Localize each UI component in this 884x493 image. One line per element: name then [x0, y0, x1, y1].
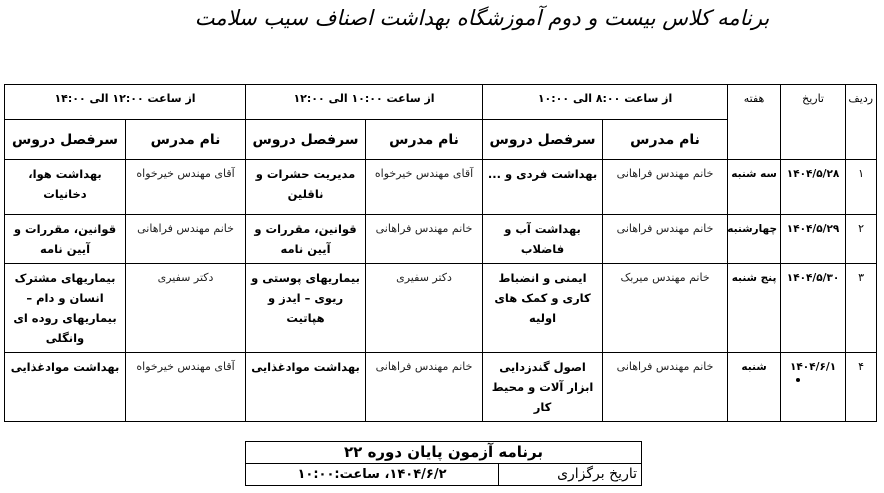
topic-cell: بیماریهای پوستی و ریوی – ایدز و هپاتیت [245, 263, 367, 353]
row-day: پنج شنبه [727, 263, 782, 353]
teacher-cell: خانم مهندس فراهانی [602, 214, 729, 264]
teacher-cell: دکتر سفیری [365, 263, 484, 353]
topic-cell: قوانین، مقررات و آیین نامه [245, 214, 367, 264]
topic-cell: بهداشت فردی و ... [482, 159, 604, 215]
row-day: چهارشنبه [727, 214, 782, 264]
slot-header: از ساعت ۱۰:۰۰ الی ۱۲:۰۰ [245, 84, 484, 120]
header-teacher: نام مدرس [125, 119, 247, 160]
exam-date-value: ۱۴۰۴/۶/۲، ساعت:۱۰:۰۰ [245, 463, 499, 486]
topic-cell: قوانین، مقررات و آیین نامه [3, 214, 127, 264]
row-day: شنبه [727, 352, 782, 422]
teacher-cell: خانم مهندس فراهانی [602, 352, 729, 422]
header-row-number: ردیف [845, 84, 878, 160]
header-teacher: نام مدرس [365, 119, 484, 160]
table-row: ۳ ۱۴۰۴/۵/۳۰ پنج شنبه خانم مهندس میربک ایمنی … [3, 263, 878, 353]
header-topic: سرفصل دروس [245, 119, 367, 160]
header-day: هفته [727, 84, 782, 160]
slot-header: از ساعت ۱۲:۰۰ الی ۱۴:۰۰ [3, 84, 247, 120]
table-row: ۲ ۱۴۰۴/۵/۲۹ چهارشنبه خانم مهندس فراهانی بهدا… [3, 214, 878, 264]
row-date: ۱۴۰۴/۵/۳۰ [780, 263, 847, 353]
teacher-cell: خانم مهندس میربک [602, 263, 729, 353]
teacher-cell: آقای مهندس خیرخواه [365, 159, 484, 215]
row-number: ۴ [845, 352, 878, 422]
header-teacher: نام مدرس [602, 119, 729, 160]
class-schedule-table: ردیف تاریخ هفته از ساعت ۸:۰۰ الی ۱۰:۰۰ ا… [3, 84, 878, 422]
topic-cell: ایمنی و انضباط کاری و کمک های اولیه [482, 263, 604, 353]
teacher-cell: خانم مهندس فراهانی [365, 352, 484, 422]
topic-cell: بهداشت آب و فاضلاب [482, 214, 604, 264]
teacher-cell: آقای مهندس خیرخواه [125, 159, 247, 215]
row-date: ۱۴۰۴/۵/۲۸ [780, 159, 847, 215]
teacher-cell: دکتر سفیری [125, 263, 247, 353]
slot-header: از ساعت ۸:۰۰ الی ۱۰:۰۰ [482, 84, 729, 120]
topic-cell: اصول گندزدایی ابزار آلات و محیط کار [482, 352, 604, 422]
topic-cell: بیماریهای مشترک انسان و دام – بیماریهای … [3, 263, 127, 353]
row-number: ۱ [845, 159, 878, 215]
table-row: ۱ ۱۴۰۴/۵/۲۸ سه شنبه خانم مهندس فراهانی بهداش… [3, 159, 878, 215]
table-row: ۴ ۱۴۰۴/۶/۱ شنبه خانم مهندس فراهانی اصول گندز… [3, 352, 878, 422]
row-number: ۳ [845, 263, 878, 353]
topic-cell: بهداشت هوا، دخانیات [3, 159, 127, 215]
teacher-cell: خانم مهندس فراهانی [365, 214, 484, 264]
teacher-cell: خانم مهندس فراهانی [125, 214, 247, 264]
teacher-cell: خانم مهندس فراهانی [602, 159, 729, 215]
topic-cell: بهداشت موادغذایی [3, 352, 127, 422]
topic-cell: مدیریت حشرات و ناقلین [245, 159, 367, 215]
bullet-point [796, 378, 800, 382]
header-date: تاریخ [780, 84, 847, 160]
exam-title: برنامه آزمون پایان دوره ۲۲ [245, 441, 642, 464]
row-date: ۱۴۰۴/۶/۱ [780, 352, 847, 422]
teacher-cell: آقای مهندس خیرخواه [125, 352, 247, 422]
row-date: ۱۴۰۴/۵/۲۹ [780, 214, 847, 264]
exam-date-label: تاریخ برگزاری [498, 463, 642, 486]
header-topic: سرفصل دروس [482, 119, 604, 160]
topic-cell: بهداشت موادغذایی [245, 352, 367, 422]
header-topic: سرفصل دروس [3, 119, 127, 160]
row-number: ۲ [845, 214, 878, 264]
page-title: برنامه کلاس بیست و دوم آموزشگاه بهداشت ا… [194, 6, 770, 30]
row-day: سه شنبه [727, 159, 782, 215]
exam-table: برنامه آزمون پایان دوره ۲۲ تاریخ برگزاری… [245, 441, 642, 486]
